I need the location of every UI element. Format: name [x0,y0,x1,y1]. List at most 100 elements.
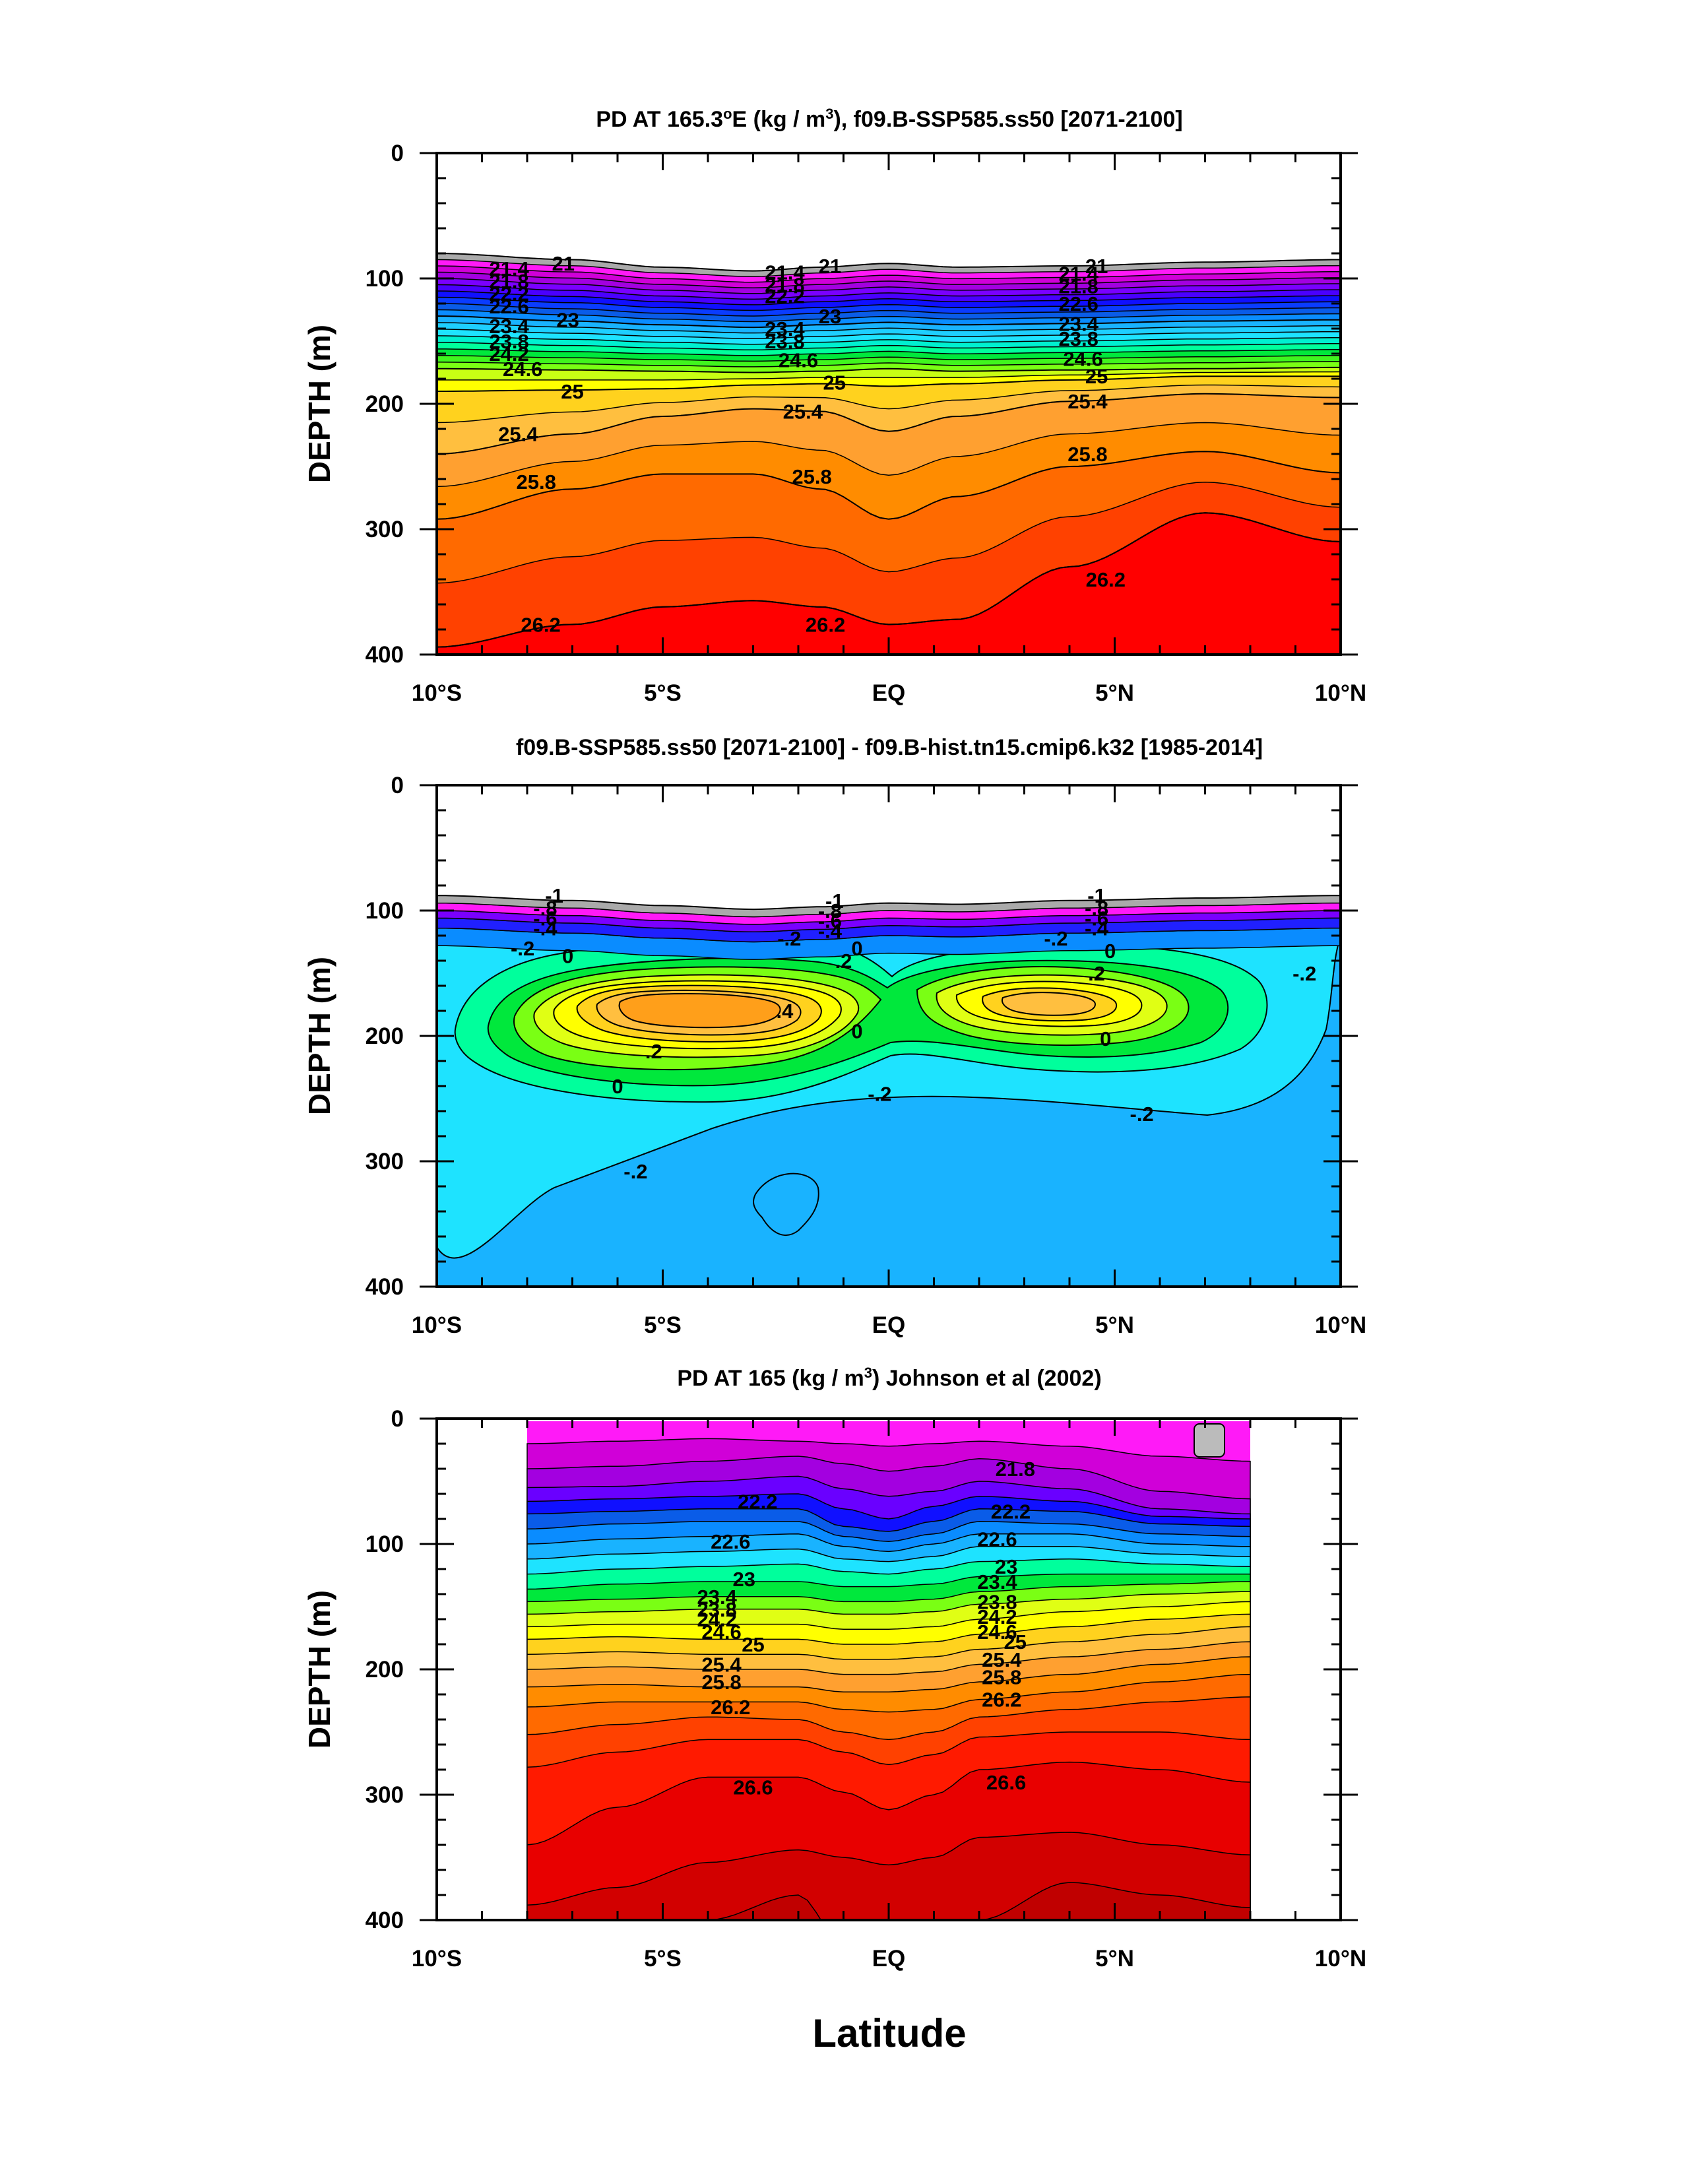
contour-label: -.4 [1085,917,1109,940]
panel-top-fill [437,153,1341,655]
y-tick-label: 200 [366,1023,404,1049]
contour-label: 24.6 [977,1621,1017,1644]
contour-label: .2 [835,949,852,973]
isoline-24.4 [437,361,1341,368]
diff-region-lt-neg0.2-pocket [753,1172,819,1237]
contour-label: 25 [1085,365,1108,388]
panel-middle-title: f09.B-SSP585.ss50 [2071-2100] - f09.B-hi… [516,735,1263,760]
contour-label: -.6 [818,909,842,932]
y-tick-label: 400 [366,1274,404,1300]
contour-label: 25.4 [982,1648,1022,1671]
figure-xlabel: Latitude [812,2011,966,2055]
contour-label: 23 [819,305,841,328]
isoline-22.8 [437,309,1341,323]
isoline-21.2 [437,259,1341,277]
contour-label: 23 [995,1555,1017,1578]
y-tick-label: 200 [366,391,404,417]
contour-label: 22.2 [489,282,528,305]
contour-label: 24.6 [1063,348,1102,371]
isoline-26 [437,482,1341,584]
contour-label: -.2 [511,937,534,960]
contour-label: .2 [1088,962,1105,985]
contour-label: 21 [1085,255,1108,278]
contour-label: 23.4 [489,315,529,338]
contour-label: 24.2 [489,342,528,366]
isoline-25.2 [437,384,1341,424]
contour-label: 24.2 [697,1608,737,1631]
contour-label: 24.2 [977,1605,1017,1628]
x-tick-label: EQ [872,1946,906,1972]
contour-label: 0 [851,937,862,960]
contour-label: 22.6 [1059,292,1099,315]
x-tick-label: EQ [872,1312,906,1338]
contour-label: 0 [1100,1027,1111,1050]
contour-label: 25.4 [498,423,538,446]
contour-label: 25.4 [701,1653,742,1676]
contour-label: 25 [823,371,846,395]
contour-label: -.8 [818,899,842,922]
contour-label: 25.8 [792,465,831,488]
y-tick-label: 300 [366,1149,404,1174]
isoline-main-24.6 [437,366,1341,373]
contour-label: 21.8 [765,274,804,297]
x-tick-label: 10°S [412,680,462,706]
contour-label: 22.2 [738,1490,777,1513]
isoline-main-25.4 [437,393,1341,455]
contour-label: 26.6 [733,1776,773,1799]
isoline-main-23 [437,315,1341,329]
isoline-main-26.2 [437,512,1341,648]
x-tick-label: 5°S [644,680,682,706]
isoline-22.4 [437,296,1341,311]
contour-label: -.2 [623,1160,647,1183]
diff-above-surface [437,785,1341,911]
x-tick-label: 10°N [1315,1946,1366,1972]
isoline-24 [437,348,1341,356]
panel-middle-ylabel: DEPTH (m) [302,957,336,1115]
contour-label: 22.6 [489,295,528,318]
contour-label: 23.4 [977,1570,1017,1593]
y-tick-label: 300 [366,517,404,542]
y-tick-label: 100 [366,1531,404,1557]
contour-label: 26.2 [982,1688,1021,1712]
contour-label: 22.6 [711,1530,750,1553]
contour-label: 24.6 [701,1621,741,1644]
contour-label: 21.8 [996,1458,1035,1481]
panel-bottom-ylabel: DEPTH (m) [302,1590,336,1749]
contour-label: 25 [561,380,583,403]
contour-label: 0 [612,1075,623,1098]
contour-label: -1 [545,884,563,907]
contour-label: -1 [1087,884,1106,907]
y-tick-label: 0 [391,141,404,166]
contour-label: 26.6 [986,1771,1026,1794]
y-tick-label: 400 [366,642,404,668]
contour-label: 25 [1004,1630,1027,1654]
isoline-24.8 [437,371,1341,381]
panel-bottom-title: PD AT 165 (kg / m3) Johnson et al (2002) [677,1365,1101,1391]
isoline-23.8 [437,342,1341,351]
contour-label: -.2 [868,1082,891,1105]
contour-label: -1 [825,889,844,913]
diff-region-gt-0.45 [618,992,781,1029]
panel-middle-fill [437,785,1341,1287]
contour-label: -.2 [1044,927,1068,950]
isoline-25.6 [437,422,1341,488]
y-tick-label: 400 [366,1908,404,1933]
contour-label: 21.4 [765,261,805,284]
contour-label: -.2 [1130,1103,1154,1126]
contour-label: 23.8 [765,330,804,353]
x-tick-label: 10°N [1315,680,1366,706]
contour-label: .4 [777,1000,794,1023]
contour-label: 25.8 [1068,443,1107,466]
contour-label: 26.2 [806,613,845,636]
contour-label: 25 [742,1633,764,1656]
isoline-21.4 [437,265,1341,283]
contour-label: 23.8 [1059,327,1099,350]
contour-label: 23.4 [765,317,805,340]
isoline-23.2 [437,322,1341,334]
contour-label: 21.8 [489,270,528,293]
y-tick-label: 100 [366,898,404,924]
contour-label: -.6 [1085,907,1108,930]
contour-label: -.4 [818,919,843,942]
contour-label: -.8 [1085,897,1108,920]
